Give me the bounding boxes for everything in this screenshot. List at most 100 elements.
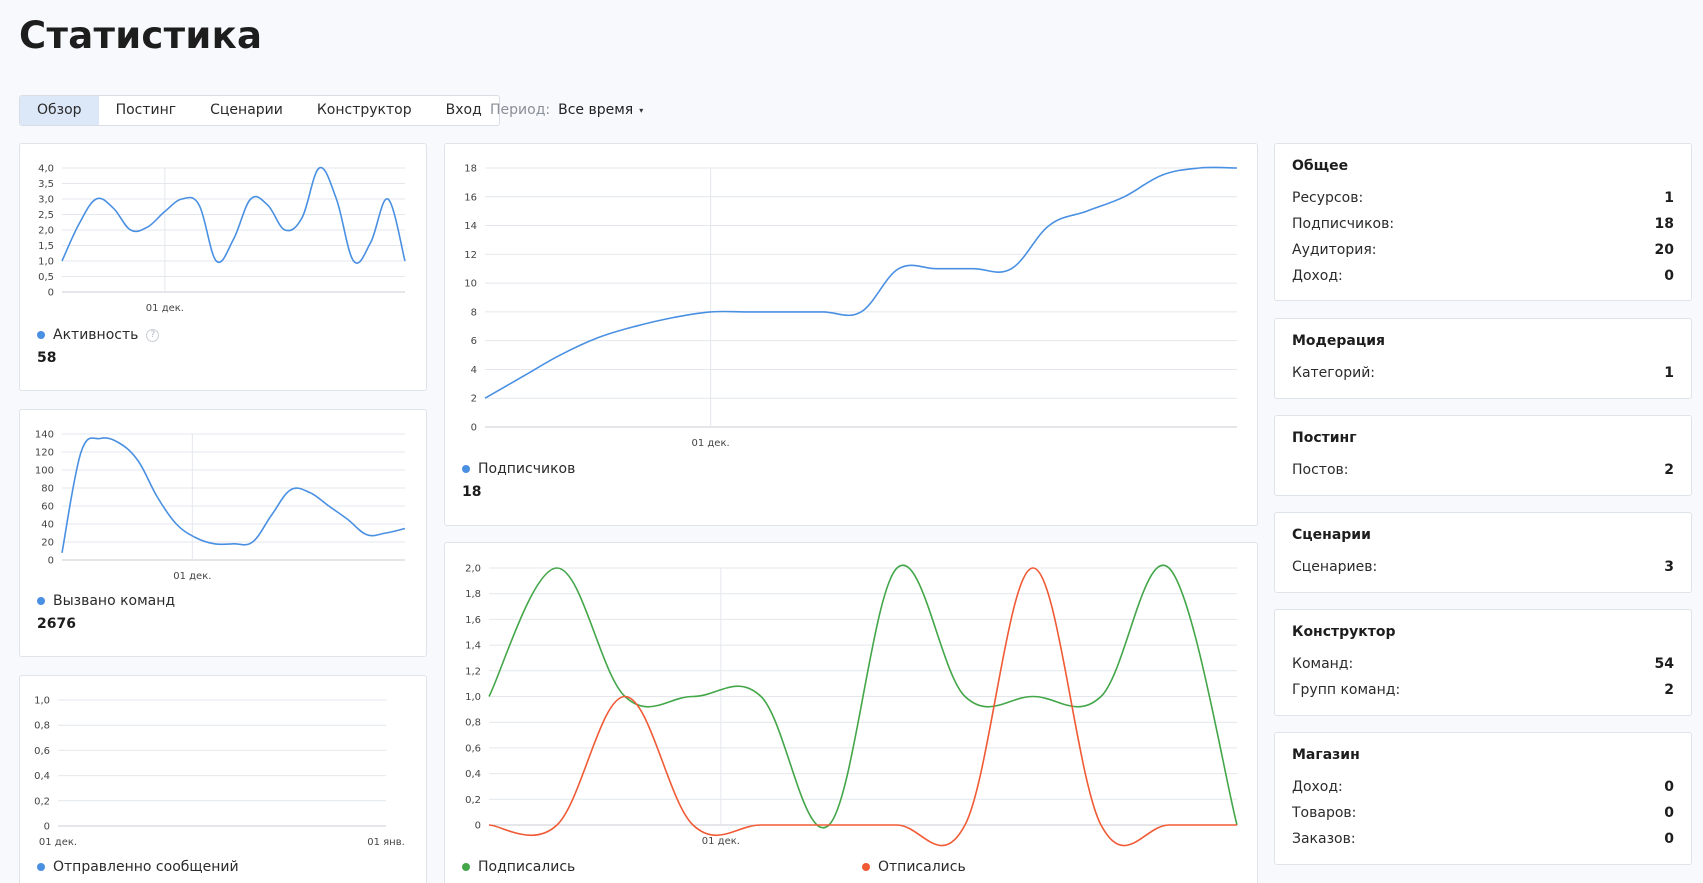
y-tick-label: 2,0 (38, 226, 54, 237)
stats-scenarios-card: Сценарии Сценариев: 3 (1274, 512, 1692, 593)
y-tick-label: 6 (471, 336, 477, 347)
y-tick-label: 1,8 (465, 589, 481, 600)
stat-row: Групп команд: 2 (1292, 677, 1674, 703)
stats-posting-card: Постинг Постов: 2 (1274, 415, 1692, 496)
page-title: Статистика (19, 14, 263, 57)
series-line (488, 567, 1237, 847)
commands-card: 0 20 40 60 80 100 120 140 01 дек. Вызвано команд… (19, 409, 427, 657)
x-tick-label: 01 дек. (173, 571, 211, 582)
x-tick-label: 01 дек. (691, 438, 729, 449)
stat-row: Ресурсов: 1 (1292, 185, 1674, 211)
y-tick-label: 16 (464, 192, 477, 203)
period-label: Период: (490, 102, 551, 118)
y-tick-label: 0,2 (465, 795, 481, 806)
y-tick-label: 1,2 (465, 666, 481, 677)
activity-card: 0 0,5 1,0 1,5 2,0 2,5 3,0 3,5 4,0 01 дек. Активно… (19, 143, 427, 391)
question-icon[interactable]: ? (146, 328, 160, 342)
y-tick-label: 2 (471, 394, 477, 405)
y-tick-label: 60 (41, 502, 54, 513)
commands-chart: 0 20 40 60 80 100 120 140 01 дек. (35, 430, 406, 582)
unsubscribed-legend: Отписались (862, 859, 966, 875)
y-tick-label: 140 (35, 430, 54, 441)
y-tick-label: 1,6 (465, 615, 481, 626)
y-tick-label: 18 (464, 164, 477, 175)
subscriptions-chart: 0 0,2 0,4 0,6 0,8 1,0 1,2 1,4 1,6 1,8 2,0 01 дек. (465, 564, 1238, 847)
unsubscribed-label: Отписались (878, 859, 966, 875)
period-filter: Период: Все время ▾ (490, 102, 643, 118)
commands-value: 2676 (37, 616, 76, 632)
subscribers-value: 18 (462, 484, 482, 500)
subscribers-card: 0 2 4 6 8 10 12 14 16 18 01 дек. Подписчиков 18 (444, 143, 1258, 526)
tab-login[interactable]: Вход (445, 102, 482, 118)
subscriptions-card: 0 0,2 0,4 0,6 0,8 1,0 1,2 1,4 1,6 1,8 2,0 01 дек. П… (444, 542, 1258, 883)
y-tick-label: 0,8 (34, 721, 50, 732)
tab-builder[interactable]: Конструктор (316, 102, 412, 118)
stats-scenarios-title: Сценарии (1292, 527, 1371, 543)
stats-builder-card: Конструктор Команд: 54 Групп команд: 2 (1274, 609, 1692, 716)
stats-posting-title: Постинг (1292, 430, 1357, 446)
stat-value: 0 (1664, 805, 1674, 821)
y-tick-label: 0 (44, 822, 50, 833)
tab-overview[interactable]: Обзор (20, 96, 99, 125)
stat-value: 54 (1654, 656, 1674, 672)
y-tick-label: 0,5 (38, 272, 54, 283)
y-tick-label: 0 (48, 556, 54, 567)
period-value: Все время (558, 102, 634, 118)
stat-label: Команд: (1292, 656, 1354, 672)
period-dropdown[interactable]: Все время ▾ (558, 102, 643, 118)
stats-general-card: Общее Ресурсов: 1 Подписчиков: 18 Аудитори… (1274, 143, 1692, 301)
subscribed-legend: Подписались (462, 859, 575, 875)
stats-general-title: Общее (1292, 158, 1349, 174)
y-tick-label: 0 (48, 288, 54, 299)
y-tick-label: 0,4 (465, 769, 481, 780)
stat-value: 0 (1664, 268, 1674, 284)
legend-dot (462, 465, 470, 473)
stat-label: Доход: (1292, 268, 1343, 284)
legend-dot (37, 597, 45, 605)
stat-label: Сценариев: (1292, 559, 1378, 575)
y-tick-label: 0,8 (465, 718, 481, 729)
tab-posting[interactable]: Постинг (115, 102, 177, 118)
stats-moderation-title: Модерация (1292, 333, 1385, 349)
activity-label: Активность (53, 327, 139, 343)
y-tick-label: 0 (475, 821, 481, 832)
stat-label: Групп команд: (1292, 682, 1401, 698)
stats-builder-title: Конструктор (1292, 624, 1396, 640)
series-line (484, 166, 1238, 399)
y-tick-label: 100 (35, 466, 54, 477)
y-tick-label: 0,6 (465, 743, 481, 754)
stat-row: Команд: 54 (1292, 651, 1674, 677)
x-tick-label: 01 янв. (367, 837, 405, 848)
x-tick-label: 01 дек. (146, 303, 184, 314)
messages-card: 0 0,2 0,4 0,6 0,8 1,0 01 дек. 01 янв. Отправлен… (19, 675, 427, 883)
series-line (61, 437, 406, 553)
y-tick-label: 1,4 (465, 641, 481, 652)
stat-value: 18 (1654, 216, 1674, 232)
stat-row: Сценариев: 3 (1292, 554, 1674, 580)
tab-bar: Обзор Постинг Сценарии Конструктор Вход (19, 95, 500, 126)
y-tick-label: 20 (41, 538, 54, 549)
stat-row: Постов: 2 (1292, 457, 1674, 483)
y-tick-label: 1,0 (38, 257, 54, 268)
stat-row: Категорий: 1 (1292, 360, 1674, 386)
legend-dot (462, 863, 470, 871)
commands-label: Вызвано команд (53, 593, 176, 609)
stat-label: Доход: (1292, 779, 1343, 795)
subscribed-label: Подписались (478, 859, 576, 875)
series-line (61, 166, 406, 264)
stat-value: 0 (1664, 779, 1674, 795)
stat-label: Заказов: (1292, 831, 1356, 847)
legend-dot (37, 331, 45, 339)
y-tick-label: 10 (464, 279, 477, 290)
legend-dot (862, 863, 870, 871)
stat-label: Подписчиков: (1292, 216, 1395, 232)
tab-scenarios[interactable]: Сценарии (210, 102, 283, 118)
subscribers-label: Подписчиков (478, 461, 576, 477)
activity-value: 58 (37, 350, 57, 366)
y-tick-label: 40 (41, 520, 54, 531)
subscribers-chart: 0 2 4 6 8 10 12 14 16 18 01 дек. (464, 164, 1238, 449)
stat-value: 2 (1664, 462, 1674, 478)
y-tick-label: 2,5 (38, 210, 54, 221)
stats-shop-title: Магазин (1292, 747, 1360, 763)
stat-row: Товаров: 0 (1292, 800, 1674, 826)
